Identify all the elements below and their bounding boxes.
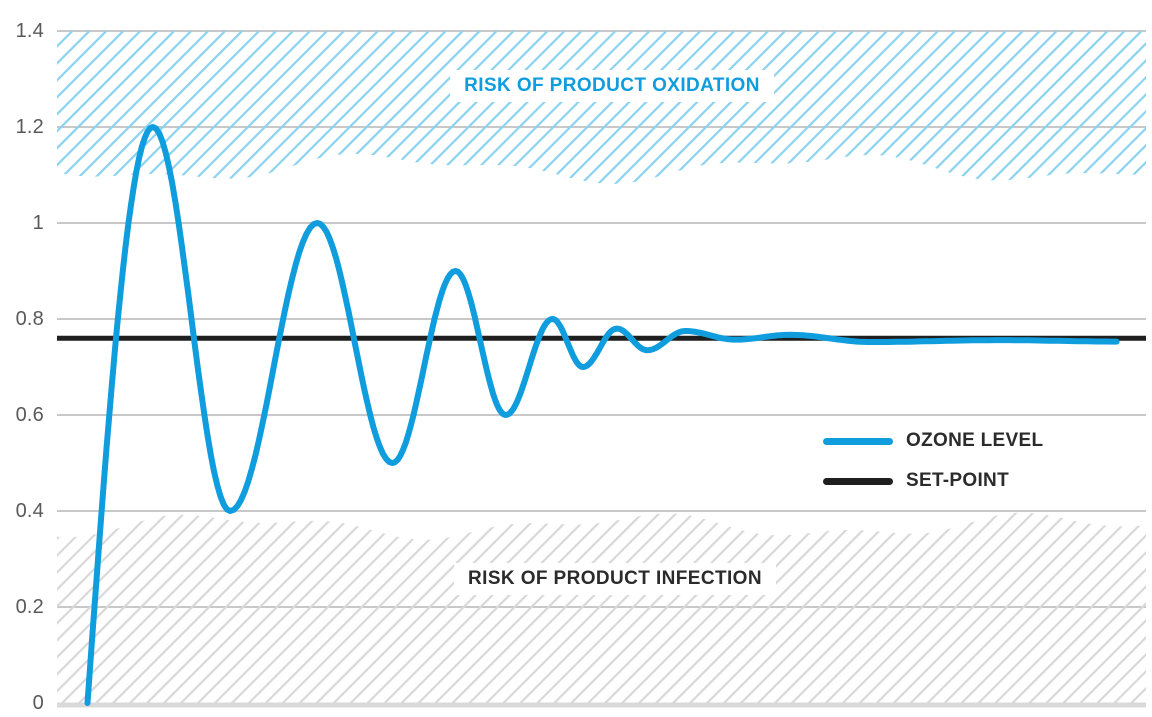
y-axis-tick-label: 0 bbox=[32, 692, 44, 714]
legend-item-set-point: SET-POINT bbox=[823, 461, 1043, 501]
y-axis-tick-label: 0.4 bbox=[15, 500, 44, 522]
y-axis-tick-label: 1.4 bbox=[15, 20, 44, 42]
legend-label-set-point: SET-POINT bbox=[906, 470, 1009, 491]
y-axis-tick-label: 0.6 bbox=[15, 404, 44, 426]
infection-risk-zone bbox=[57, 512, 1146, 703]
infection-zone-label: RISK OF PRODUCT INFECTION bbox=[454, 563, 776, 595]
y-axis-tick-label: 0.2 bbox=[15, 596, 44, 618]
ozone-level-swatch bbox=[823, 437, 893, 445]
ozone-level-curve bbox=[84, 124, 1120, 706]
set-point-swatch bbox=[823, 477, 893, 485]
legend-item-ozone-level: OZONE LEVEL bbox=[823, 421, 1043, 461]
y-axis-tick-label: 0.8 bbox=[15, 308, 44, 330]
oxidation-risk-zone bbox=[57, 31, 1146, 184]
y-axis-tick-label: 1 bbox=[32, 212, 44, 234]
oxidation-zone-label: RISK OF PRODUCT OXIDATION bbox=[450, 70, 774, 102]
legend: OZONE LEVEL SET-POINT bbox=[823, 421, 1043, 501]
legend-label-ozone-level: OZONE LEVEL bbox=[906, 430, 1044, 451]
y-axis-tick-label: 1.2 bbox=[15, 116, 44, 138]
